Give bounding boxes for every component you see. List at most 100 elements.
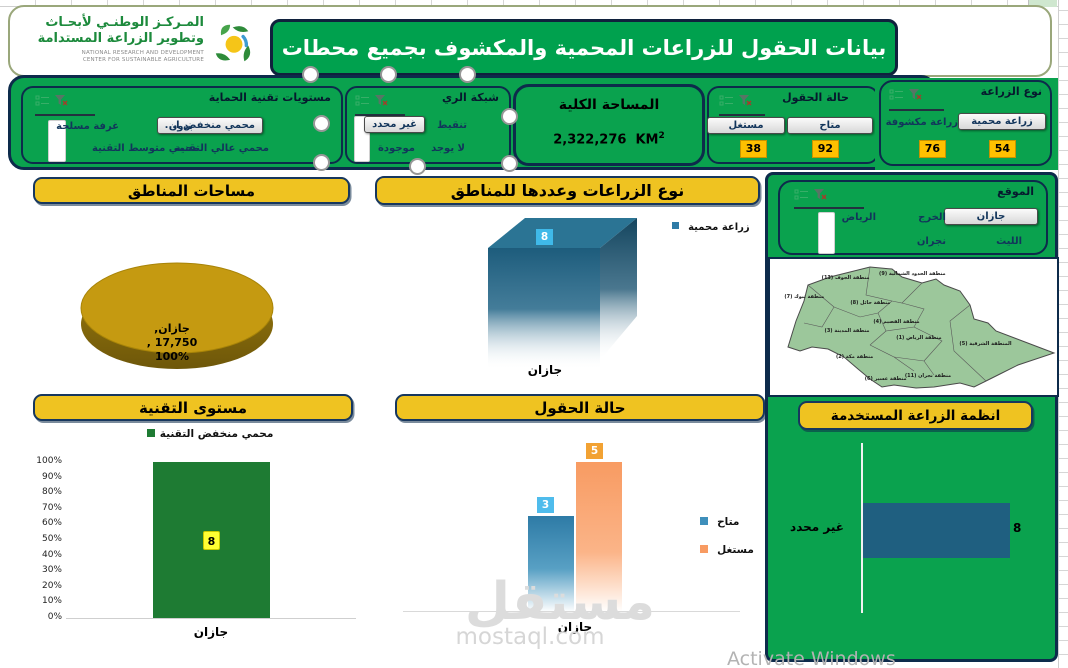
slicer-item-none[interactable]: بدون bbox=[168, 121, 193, 132]
slicer-item-open-crop[interactable]: زراعة مكشوفة bbox=[885, 117, 958, 128]
slicer-item-riyadh[interactable]: الرياض bbox=[841, 212, 876, 223]
slicer-header-icons bbox=[889, 88, 922, 101]
slicer-scrollbar[interactable] bbox=[48, 120, 66, 162]
slicer-item-available[interactable]: متاح bbox=[787, 117, 873, 134]
total-area-value: 2,322,276 KM2 bbox=[553, 131, 665, 148]
total-area-title: المساحة الكلية bbox=[558, 97, 660, 113]
divider bbox=[794, 207, 864, 209]
types-chart-title: نوع الزراعات وعددها للمناطق bbox=[375, 176, 760, 205]
map-label: منطقة الحدود الشمالية (9) bbox=[879, 271, 946, 278]
systems-axis-line bbox=[861, 443, 863, 613]
tech-bar-label: 8 bbox=[203, 531, 220, 550]
logo-english-line2: CENTER FOR SUSTAINABLE AGRICULTURE bbox=[82, 56, 204, 63]
slicer-irrigation-title: شبكة الري bbox=[441, 91, 499, 104]
slicer-field-status: حالة الحقول متاح مستغل 92 38 bbox=[707, 86, 879, 164]
count-occupied: 38 bbox=[739, 140, 767, 158]
connector-dot bbox=[501, 155, 518, 172]
slicer-item-low-tech-protected[interactable]: محمي منخفض ا... bbox=[156, 117, 263, 134]
map-label: منطقة عسير (6) bbox=[864, 375, 907, 382]
saudi-regions-map: منطقة الجوف (13) منطقة الحدود الشمالية (… bbox=[768, 257, 1059, 397]
slicer-protection-title: مستويات تقنية الحماية bbox=[208, 91, 331, 104]
map-label: منطقة تبوك (7) bbox=[784, 294, 825, 301]
slicer-item-mid-tech-protected[interactable]: محمي متوسط التقنية bbox=[92, 143, 199, 154]
areas-chart-title: مساحات المناطق bbox=[33, 177, 350, 204]
slicer-field-status-title: حالة الحقول bbox=[782, 91, 849, 104]
count-protected-crop: 54 bbox=[988, 140, 1016, 158]
clear-filter-icon[interactable] bbox=[374, 94, 388, 107]
total-area-card: المساحة الكلية 2,322,276 KM2 bbox=[513, 84, 705, 166]
slicer-protection-levels: مستويات تقنية الحماية محمي منخفض ا... بد… bbox=[21, 86, 343, 164]
slicer-location: الموقع جازان الخرج الرياض الليث نجران bbox=[778, 180, 1048, 255]
tech-chart-title: مستوى التقنية bbox=[33, 394, 353, 421]
tech-chart-legend: محمي منخفض التقنية bbox=[90, 422, 330, 441]
multi-select-icon[interactable] bbox=[719, 95, 734, 107]
clear-filter-icon[interactable] bbox=[54, 94, 68, 107]
count-available: 92 bbox=[811, 140, 839, 158]
divider bbox=[35, 114, 95, 116]
slicer-item-undefined[interactable]: غير محدد bbox=[364, 116, 425, 133]
connector-dot bbox=[501, 108, 518, 125]
divider bbox=[355, 114, 405, 116]
saudi-map-svg bbox=[787, 266, 1056, 389]
slicer-item-exists[interactable]: موجودة bbox=[378, 143, 415, 154]
areas-pie-chart bbox=[80, 262, 274, 369]
right-panel: الموقع جازان الخرج الرياض الليث نجران bbox=[765, 172, 1059, 662]
logo-leaf-icon bbox=[215, 24, 251, 62]
types-cube-bar bbox=[488, 218, 637, 370]
slicer-item-occupied[interactable]: مستغل bbox=[707, 117, 785, 134]
excel-right-gridline-strip bbox=[1058, 0, 1068, 668]
slicer-irrigation: شبكة الري تنقيط غير محدد لا يوجد موجودة bbox=[345, 86, 511, 164]
slicer-item-not-exists[interactable]: لا يوجد bbox=[431, 143, 465, 154]
slicer-item-high-tech-protected[interactable]: محمي عالي التقنية bbox=[174, 143, 269, 154]
types-x-label: جازان bbox=[527, 363, 563, 377]
slicer-header-icons bbox=[355, 94, 388, 107]
logo-english-line1: NATIONAL RESEARCH AND DEVELOPMENT bbox=[81, 49, 204, 56]
fields-x-label: جازان bbox=[557, 620, 593, 634]
multi-select-icon[interactable] bbox=[794, 189, 809, 201]
slicer-band: مستويات تقنية الحماية محمي منخفض ا... بد… bbox=[8, 75, 937, 170]
slicer-crop-type: نوع الزراعة زراعة محمية زراعة مكشوفة 54 … bbox=[879, 80, 1052, 166]
slicer-header-icons bbox=[794, 188, 827, 201]
slicer-item-allith[interactable]: الليث bbox=[996, 236, 1022, 247]
slicer-item-protected-crop[interactable]: زراعة محمية bbox=[958, 113, 1046, 130]
tech-x-label: جازان bbox=[193, 625, 229, 639]
logo-arabic-line2: وتطوير الزراعة المستدامة bbox=[37, 31, 204, 47]
multi-select-icon[interactable] bbox=[355, 95, 370, 107]
map-label: المنطقة الشرقية (5) bbox=[959, 340, 1012, 347]
fields-legend-available: متاح bbox=[700, 510, 758, 529]
clear-filter-icon[interactable] bbox=[908, 88, 922, 101]
multi-select-icon[interactable] bbox=[889, 89, 904, 101]
slicer-item-najran[interactable]: نجران bbox=[916, 236, 946, 247]
map-label: منطقة المدينة (3) bbox=[824, 328, 870, 335]
header-band: المـركـز الوطنـي لأبحـاث وتطوير الزراعة … bbox=[8, 5, 1052, 77]
types-chart-legend: زراعة محمية bbox=[672, 215, 758, 234]
connector-dot bbox=[380, 66, 397, 83]
types-bar-label: 8 bbox=[536, 229, 553, 245]
map-label: منطقة مكة (2) bbox=[836, 354, 874, 361]
slicer-crop-type-title: نوع الزراعة bbox=[980, 85, 1042, 98]
count-open-crop: 76 bbox=[918, 140, 946, 158]
slicer-item-drip[interactable]: تنقيط bbox=[437, 120, 467, 131]
dashboard-title: بيانات الحقول للزراعات المحمية والمكشوف … bbox=[270, 19, 898, 76]
fields-bar-occupied-label: 5 bbox=[586, 443, 603, 459]
slicer-item-jazan[interactable]: جازان bbox=[944, 208, 1038, 225]
connector-dot bbox=[313, 115, 330, 132]
logo-arabic-line1: المـركـز الوطنـي لأبحـاث bbox=[45, 15, 204, 30]
clear-filter-icon[interactable] bbox=[813, 188, 827, 201]
slicer-item-alkharj[interactable]: الخرج bbox=[918, 212, 946, 223]
slicer-header-icons bbox=[35, 94, 68, 107]
slicer-crop-type-wrap: نوع الزراعة زراعة محمية زراعة مكشوفة 54 … bbox=[875, 78, 1058, 170]
slicer-scrollbar[interactable] bbox=[818, 212, 835, 254]
pie-data-label: جازان, , 17,750 100% bbox=[146, 322, 198, 363]
fields-bar-available bbox=[528, 516, 574, 612]
systems-category-label: غير محدد bbox=[790, 520, 844, 534]
slicer-location-title: الموقع bbox=[997, 185, 1034, 198]
multi-select-icon[interactable] bbox=[35, 95, 50, 107]
map-label: منطقة نجران (11) bbox=[904, 373, 952, 380]
map-label: منطقة الرياض (1) bbox=[896, 335, 942, 342]
systems-bar bbox=[863, 503, 1010, 558]
tech-axis-line bbox=[66, 618, 356, 619]
slicer-item-reinforced-room[interactable]: غرفة مسلحة bbox=[56, 121, 119, 132]
clear-filter-icon[interactable] bbox=[738, 94, 752, 107]
